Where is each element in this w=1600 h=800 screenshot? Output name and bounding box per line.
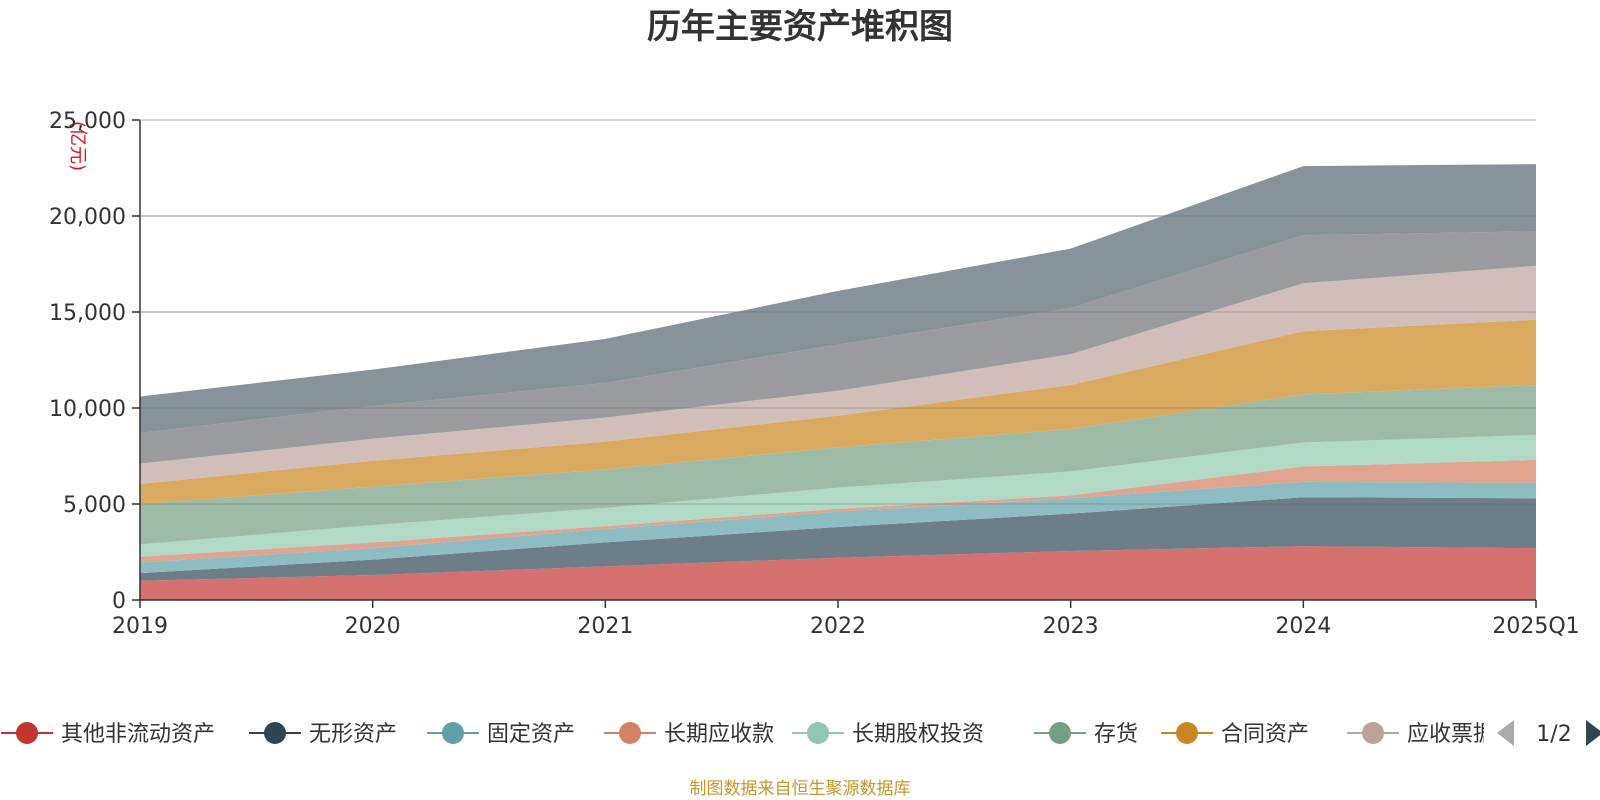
legend-label: 其他非流动资产 <box>61 722 215 747</box>
area-series <box>140 497 1536 581</box>
area-series <box>140 231 1536 464</box>
legend-item[interactable]: 应收票据 <box>1347 722 1495 747</box>
y-tick-label: 5,000 <box>63 493 126 518</box>
legend-label: 长期应收款 <box>664 722 774 747</box>
x-tick-label: 2025Q1 <box>1492 614 1579 639</box>
area-series <box>140 481 1536 574</box>
area-series <box>140 459 1536 563</box>
x-tick-label: 2020 <box>345 614 401 639</box>
y-tick-label: 20,000 <box>49 205 126 230</box>
y-tick-label: 0 <box>112 589 126 614</box>
legend-pager: 1/2 <box>1497 720 1600 747</box>
legend-marker-icon <box>264 722 286 744</box>
legend-marker-icon <box>16 722 38 744</box>
legend-label: 无形资产 <box>309 722 397 747</box>
area-series <box>140 164 1536 433</box>
area-series-group <box>140 164 1536 600</box>
x-tick-label: 2023 <box>1043 614 1099 639</box>
legend-item[interactable]: 固定资产 <box>427 722 575 747</box>
legend-label: 合同资产 <box>1221 722 1309 747</box>
area-series <box>140 319 1536 504</box>
area-series <box>140 265 1536 484</box>
x-tick-label: 2022 <box>810 614 866 639</box>
area-series <box>140 384 1536 545</box>
y-tick-label: 15,000 <box>49 301 126 326</box>
area-series <box>140 434 1536 557</box>
legend-label: 存货 <box>1094 722 1138 747</box>
legend-item[interactable]: 存货 <box>1034 722 1138 747</box>
legend-marker-icon <box>1176 722 1198 744</box>
triangle-left-icon[interactable] <box>1497 720 1514 746</box>
legend-item[interactable]: 无形资产 <box>249 722 397 747</box>
source-note: 制图数据来自恒生聚源数据库 <box>690 779 911 799</box>
x-tick-label: 2019 <box>112 614 168 639</box>
axes: 0 5,000 10,000 15,000 20,000 25,000 2019 2020 20… <box>49 109 1580 639</box>
triangle-right-icon[interactable] <box>1586 720 1600 746</box>
legend-page-indicator: 1/2 <box>1536 722 1571 747</box>
legend-marker-icon <box>442 722 464 744</box>
area-series <box>140 546 1536 600</box>
legend-marker-icon <box>807 722 829 744</box>
y-tick-label: 10,000 <box>49 397 126 422</box>
legend-label: 固定资产 <box>487 722 575 747</box>
legend-label: 应收票据 <box>1407 722 1495 747</box>
legend-item[interactable]: 合同资产 <box>1161 722 1309 747</box>
x-tick-label: 2021 <box>577 614 633 639</box>
legend-item[interactable]: 长期应收款 <box>604 722 774 747</box>
y-tick-label: 25,000 <box>49 109 126 134</box>
legend-label: 长期股权投资 <box>852 722 984 747</box>
legend-marker-icon <box>619 722 641 744</box>
legend-items: 其他非流动资产 无形资产 固定资产 长期应收款 长期股权投资 存货 合同资产 应收票据 <box>1 722 1495 747</box>
legend-marker-icon <box>1049 722 1071 744</box>
legend-item[interactable]: 长期股权投资 <box>792 722 984 747</box>
y-axis-unit-label: (亿元) <box>67 121 88 171</box>
chart-title: 历年主要资产堆积图 <box>647 7 953 47</box>
legend-item[interactable]: 其他非流动资产 <box>1 722 215 747</box>
legend-marker-icon <box>1362 722 1384 744</box>
legend: 其他非流动资产 无形资产 固定资产 长期应收款 长期股权投资 存货 合同资产 应收票据 <box>1 722 1495 747</box>
x-tick-label: 2024 <box>1275 614 1331 639</box>
